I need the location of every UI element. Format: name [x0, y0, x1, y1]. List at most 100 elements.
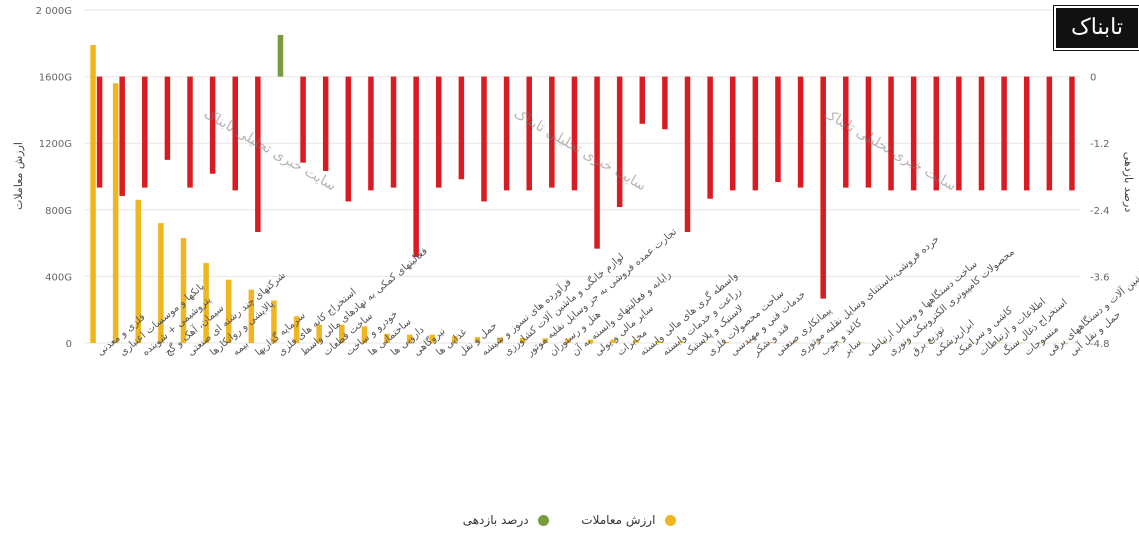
- return-bar[interactable]: [481, 76, 487, 202]
- trade-value-bar[interactable]: [248, 289, 255, 343]
- trade-value-bar[interactable]: [429, 334, 436, 343]
- trade-value-bar[interactable]: [271, 300, 277, 343]
- trade-value-bar[interactable]: [203, 263, 209, 343]
- trade-value-bar[interactable]: [293, 316, 300, 343]
- return-bar[interactable]: [775, 76, 781, 183]
- return-bar[interactable]: [119, 76, 125, 196]
- trade-value-bar[interactable]: [836, 342, 843, 343]
- return-bar[interactable]: [1023, 76, 1030, 191]
- return-bar[interactable]: [820, 76, 826, 299]
- trade-value-bar[interactable]: [158, 223, 164, 343]
- y-tick-label: 2 000G: [36, 6, 72, 17]
- y-axis-title-right: درصد بازدهی: [1122, 152, 1135, 213]
- return-bar[interactable]: [390, 76, 397, 188]
- return-bar[interactable]: [503, 76, 510, 191]
- return-bar[interactable]: [707, 76, 713, 199]
- trade-value-bar[interactable]: [384, 333, 390, 343]
- trade-value-bar[interactable]: [927, 342, 933, 344]
- legend-dot-value: [665, 515, 677, 526]
- return-bar[interactable]: [209, 76, 216, 174]
- trade-value-bar[interactable]: [972, 342, 978, 344]
- trade-value-bar[interactable]: [768, 342, 775, 343]
- trade-value-bar[interactable]: [519, 338, 526, 343]
- return-bar[interactable]: [458, 76, 465, 180]
- y-tick-label: 800G: [45, 206, 72, 217]
- trade-value-bar[interactable]: [474, 337, 481, 343]
- trade-value-bar[interactable]: [112, 83, 119, 343]
- return-bar[interactable]: [571, 76, 578, 191]
- return-bar[interactable]: [865, 76, 872, 188]
- trade-value-bar[interactable]: [859, 342, 865, 344]
- return-bar[interactable]: [1001, 76, 1007, 191]
- trade-value-bar[interactable]: [565, 338, 571, 343]
- trade-value-bar[interactable]: [904, 342, 910, 344]
- return-bar[interactable]: [843, 76, 849, 188]
- return-bar[interactable]: [888, 76, 894, 191]
- trade-value-bar[interactable]: [1040, 342, 1046, 344]
- trade-value-bar[interactable]: [881, 342, 888, 344]
- y-tick-label-right: -4.8: [1090, 339, 1110, 350]
- trade-value-bar[interactable]: [1062, 342, 1069, 344]
- trade-value-bar[interactable]: [746, 342, 752, 343]
- grid-lines: [85, 9, 1080, 344]
- trade-value-bar[interactable]: [791, 342, 797, 343]
- trade-value-bar[interactable]: [406, 334, 413, 343]
- return-bar[interactable]: [978, 76, 985, 191]
- return-bar[interactable]: [300, 76, 306, 163]
- return-bar[interactable]: [662, 76, 668, 130]
- trade-value-bar[interactable]: [339, 324, 345, 343]
- return-bar[interactable]: [684, 76, 691, 232]
- left-axis-ticks: 0 400G 800G 1200G 1600G 2 000G: [36, 6, 72, 350]
- trade-value-bar[interactable]: [587, 339, 594, 343]
- trade-value-bar[interactable]: [813, 342, 820, 343]
- return-bar[interactable]: [526, 76, 532, 191]
- return-bar[interactable]: [255, 76, 261, 232]
- return-bar[interactable]: [1069, 76, 1075, 191]
- trade-value-bar[interactable]: [949, 342, 956, 344]
- return-bar[interactable]: [956, 76, 962, 191]
- trade-value-bar[interactable]: [497, 337, 503, 343]
- y-tick-label: 1600G: [39, 73, 72, 84]
- y-tick-label-right: -2.4: [1090, 206, 1110, 217]
- return-bar[interactable]: [277, 34, 284, 77]
- return-bar[interactable]: [232, 76, 238, 191]
- return-bar[interactable]: [594, 76, 600, 249]
- trade-value-bar[interactable]: [135, 199, 142, 343]
- return-bar[interactable]: [933, 76, 940, 191]
- legend-item-return[interactable]: درصد بازدهی: [463, 513, 550, 527]
- trade-value-bar[interactable]: [633, 340, 639, 343]
- return-bar[interactable]: [436, 76, 442, 188]
- trade-value-bar[interactable]: [1017, 342, 1023, 344]
- trade-value-bar[interactable]: [542, 338, 549, 343]
- trade-value-bar[interactable]: [180, 238, 187, 343]
- return-bar[interactable]: [549, 76, 555, 188]
- return-bar[interactable]: [187, 76, 193, 188]
- trade-value-bar[interactable]: [452, 336, 458, 343]
- trade-value-bar[interactable]: [655, 341, 662, 343]
- return-bar[interactable]: [752, 76, 759, 191]
- return-bar[interactable]: [910, 76, 917, 191]
- trade-value-bar[interactable]: [723, 342, 729, 343]
- return-bar[interactable]: [616, 76, 623, 208]
- trade-value-bar[interactable]: [994, 342, 1001, 344]
- return-bar[interactable]: [322, 76, 329, 171]
- return-bar[interactable]: [164, 76, 171, 160]
- trade-value-bar[interactable]: [225, 279, 232, 343]
- legend-dot-return: [538, 515, 550, 526]
- return-bar[interactable]: [413, 76, 419, 257]
- legend-item-value[interactable]: ارزش معاملات: [581, 513, 677, 527]
- return-bar[interactable]: [729, 76, 736, 191]
- return-bar[interactable]: [345, 76, 352, 202]
- trade-value-bar[interactable]: [90, 44, 96, 344]
- return-bar[interactable]: [639, 76, 646, 124]
- trade-value-bar[interactable]: [316, 324, 322, 343]
- trade-value-bar[interactable]: [610, 339, 616, 343]
- trade-value-bar[interactable]: [678, 341, 684, 343]
- return-bar[interactable]: [368, 76, 374, 191]
- trade-value-bar[interactable]: [361, 326, 368, 343]
- return-bar[interactable]: [96, 76, 103, 188]
- trade-value-bar[interactable]: [700, 341, 707, 343]
- return-bar[interactable]: [797, 76, 804, 188]
- return-bar[interactable]: [142, 76, 148, 188]
- return-bar[interactable]: [1046, 76, 1053, 191]
